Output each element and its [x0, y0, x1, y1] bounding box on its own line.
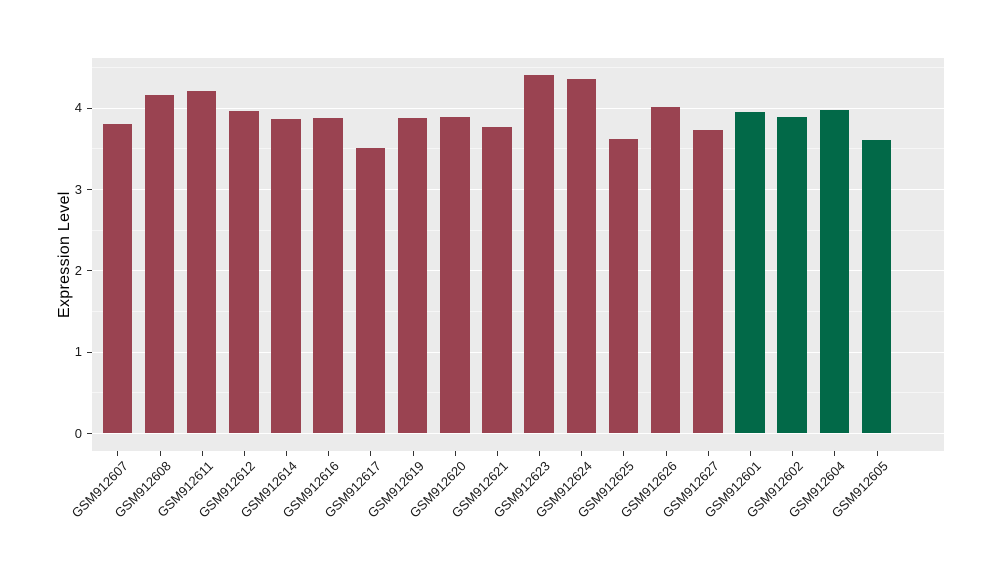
bar — [440, 117, 470, 434]
plot-panel — [92, 58, 944, 451]
x-tick-mark — [750, 451, 751, 456]
bar — [102, 123, 132, 434]
x-tick-mark — [792, 451, 794, 456]
bar — [650, 106, 681, 434]
bar — [482, 127, 512, 434]
x-tick-mark — [665, 451, 667, 456]
x-tick-mark — [834, 451, 836, 456]
gridline-minor — [92, 148, 944, 150]
bar — [608, 138, 639, 434]
bar — [524, 75, 554, 434]
y-tick-label: 4 — [74, 100, 82, 116]
gridline-major — [92, 270, 944, 272]
gridline-minor — [92, 67, 944, 68]
x-tick-mark — [370, 451, 372, 456]
x-tick-mark — [412, 451, 414, 456]
gridline-major — [92, 433, 944, 435]
bar — [229, 110, 259, 434]
x-tick-mark — [159, 451, 161, 456]
y-tick-mark — [87, 270, 92, 272]
bar — [693, 129, 723, 434]
x-tick-mark — [454, 451, 456, 456]
x-tick-mark — [876, 451, 878, 456]
bar — [144, 95, 175, 434]
x-tick-mark — [328, 451, 330, 456]
bar — [355, 147, 386, 434]
bar — [777, 117, 807, 434]
gridline-major — [92, 189, 944, 190]
gridline-minor — [92, 311, 944, 312]
gridline-minor — [92, 392, 944, 394]
bar — [271, 119, 301, 434]
x-tick-mark — [243, 451, 245, 456]
x-tick-mark — [286, 451, 287, 456]
y-tick-label: 1 — [74, 344, 82, 360]
x-tick-mark — [581, 451, 583, 456]
y-tick-mark — [87, 189, 92, 190]
gridline-major — [92, 107, 944, 109]
y-tick-mark — [87, 433, 92, 435]
x-tick-mark — [117, 451, 119, 456]
y-tick-mark — [87, 351, 92, 353]
x-tick-mark — [201, 451, 203, 456]
x-tick-mark — [623, 451, 625, 456]
bar — [735, 111, 765, 434]
bar — [397, 118, 428, 434]
x-tick-mark — [496, 451, 498, 456]
bar — [313, 118, 343, 434]
bar — [186, 91, 217, 434]
x-tick-mark — [539, 451, 541, 456]
y-tick-label: 0 — [74, 425, 82, 441]
y-tick-label: 3 — [74, 181, 82, 197]
bar — [861, 140, 892, 434]
x-tick-mark — [707, 451, 709, 456]
gridline-minor — [92, 229, 944, 231]
y-tick-mark — [87, 107, 92, 109]
gridline-major — [92, 351, 944, 353]
y-tick-label: 2 — [74, 262, 82, 278]
bar — [566, 79, 596, 434]
bar — [819, 110, 850, 434]
y-axis-title: Expression Level — [56, 191, 73, 318]
